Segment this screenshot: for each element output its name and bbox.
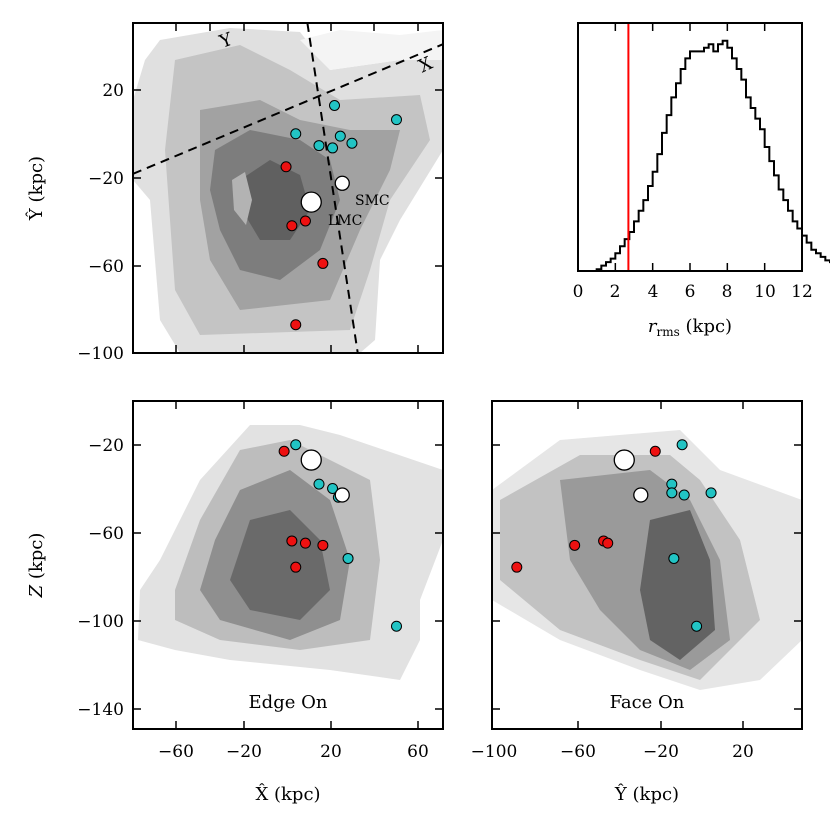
bl-xtick-m20: −20: [226, 742, 262, 762]
face-on-overlay: [511, 439, 717, 632]
bl-satellite-cyan-2: [327, 482, 339, 494]
bl-satellite-red-3: [317, 539, 329, 551]
bl-ytick-m100: −100: [77, 612, 124, 632]
edge-on-overlay: [278, 439, 402, 632]
lmc-label: LMC: [328, 213, 362, 229]
hist-xtick-12: 12: [791, 282, 813, 302]
br-xlabel: Ŷ (kpc): [614, 782, 679, 805]
br-satellite-cyan-3: [678, 489, 690, 501]
density-hole: [232, 172, 252, 225]
tl-satellite-cyan-4: [327, 142, 339, 154]
bl-xtick-m60: −60: [158, 742, 194, 762]
hist-xtick-2: 2: [610, 282, 621, 302]
br-xtick-m60: −60: [560, 742, 596, 762]
tl-ytick-m60: −60: [88, 257, 124, 277]
tl-satellite-red-1: [286, 220, 298, 232]
br-satellite-red-3: [602, 537, 614, 549]
br-smc-marker: [633, 487, 649, 503]
bl-satellite-cyan-4: [342, 552, 354, 564]
br-satellite-cyan-0: [676, 439, 688, 451]
hist-xtick-4: 4: [648, 282, 659, 302]
top-left-density: [133, 23, 443, 353]
face-on-ticks: [492, 401, 802, 729]
br-satellite-cyan-4: [705, 487, 717, 499]
bl-ytick-m20: −20: [88, 436, 124, 456]
hist-xtick-10: 10: [754, 282, 776, 302]
bl-ylabel: Z (kpc): [26, 533, 47, 599]
bl-xtick-20: 20: [320, 742, 342, 762]
hist-xtick-6: 6: [685, 282, 696, 302]
bl-ytick-m60: −60: [88, 524, 124, 544]
bl-lmc-marker: [300, 449, 322, 471]
hist-xtick-8: 8: [722, 282, 733, 302]
eo-density-core: [230, 510, 330, 620]
br-xtick-m20: −20: [643, 742, 679, 762]
edge-on-panel: −20 −60 −100 −140 −60 −20 20 60 X̂ (kpc)…: [26, 400, 444, 805]
tl-satellite-cyan-1: [329, 100, 340, 111]
edge-on-density: [133, 401, 443, 729]
tl-satellite-red-3: [317, 257, 329, 269]
br-satellite-red-4: [511, 561, 523, 573]
edge-on-ticks: [133, 401, 443, 729]
tl-ylabel: Ŷ (kpc): [24, 156, 47, 221]
density-peak: [240, 160, 310, 240]
br-xtick-20: 20: [732, 742, 754, 762]
br-satellite-cyan-5: [668, 552, 680, 564]
tl-ytick-20: 20: [102, 81, 124, 101]
tl-smc-marker: [334, 175, 350, 191]
tl-satellite-cyan-3: [313, 140, 325, 152]
tl-axis-line-y: [306, 23, 359, 353]
br-satellite-cyan-2: [666, 487, 678, 499]
bl-satellite-red-4: [290, 561, 302, 573]
tl-ytick-m100: −100: [77, 344, 124, 364]
tl-satellite-red-0: [280, 161, 292, 173]
tl-ytick-m20: −20: [88, 169, 124, 189]
tl-axis-line-x: [133, 43, 443, 175]
br-lmc-marker: [613, 449, 635, 471]
tl-satellite-red-2: [299, 215, 311, 227]
tl-satellite-red-4: [290, 319, 302, 331]
tl-satellite-cyan-6: [391, 114, 402, 126]
bl-satellite-red-2: [299, 537, 311, 549]
face-on-title: Face On: [610, 692, 685, 713]
tl-satellite-cyan-0: [290, 128, 302, 140]
br-satellite-red-0: [649, 445, 661, 457]
top-left-panel: 20 −20 −60 −100 Ŷ (kpc) X Y SMC LMC: [24, 22, 444, 364]
bl-satellite-red-0: [278, 445, 290, 457]
histogram-frame: [577, 22, 803, 272]
bl-satellite-cyan-0: [290, 439, 302, 451]
bl-satellite-cyan-5: [391, 620, 402, 632]
edge-on-frame: [132, 400, 444, 730]
bl-xlabel: X̂ (kpc): [255, 783, 320, 805]
br-satellite-red-1: [569, 539, 581, 551]
bl-smc-marker: [334, 487, 350, 503]
bl-satellite-cyan-1: [313, 478, 325, 490]
smc-label: SMC: [355, 193, 390, 209]
bl-satellite-red-1: [286, 535, 298, 547]
top-left-yticks: [133, 23, 443, 354]
br-satellite-cyan-6: [691, 620, 703, 632]
bl-xtick-60: 60: [407, 742, 429, 762]
face-on-frame: [491, 400, 803, 730]
tl-satellite-cyan-2: [334, 130, 346, 142]
density-top-right-lobe: [300, 30, 443, 70]
histogram-panel: 0 2 4 6 8 10 12 rrms (kpc): [573, 22, 830, 339]
hist-xlabel: rrms (kpc): [648, 316, 732, 339]
hist-xtick-0: 0: [573, 282, 584, 302]
bl-ytick-m140: −140: [77, 700, 124, 720]
br-xtick-m100: −100: [471, 742, 518, 762]
face-on-density: [492, 401, 802, 729]
face-on-panel: −100 −60 −20 20 Ŷ (kpc) Face On: [471, 400, 803, 805]
histogram-steps: [595, 39, 830, 271]
edge-on-title: Edge On: [249, 692, 328, 713]
top-left-overlay: [133, 23, 443, 353]
tl-lmc-marker: [300, 191, 322, 213]
tl-satellite-cyan-5: [346, 137, 358, 149]
